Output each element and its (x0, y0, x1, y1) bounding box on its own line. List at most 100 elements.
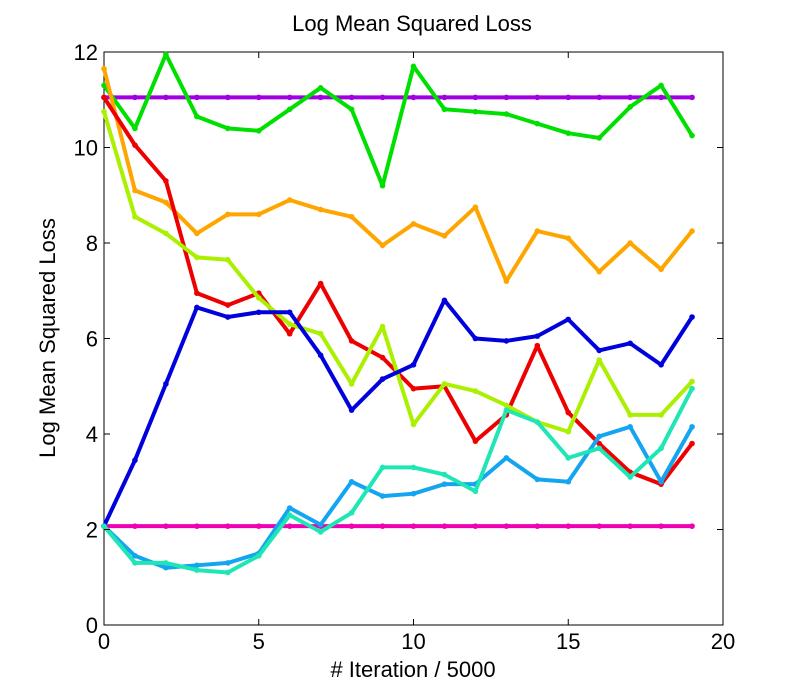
data-point-red (534, 342, 541, 349)
data-point-yellow-green (101, 108, 107, 115)
data-point-purple (379, 94, 386, 101)
data-point-green (658, 82, 664, 89)
data-point-orange (379, 242, 386, 249)
series-line-blue (102, 298, 695, 529)
data-point-red (317, 280, 324, 287)
data-point-yellow-green (689, 378, 695, 385)
data-point-aqua-green (503, 407, 510, 413)
series-magenta (101, 523, 695, 529)
data-point-purple (163, 94, 169, 101)
x-axis-title: # Iteration / 5000 (330, 657, 495, 682)
data-point-purple (194, 94, 200, 101)
data-point-red (348, 338, 355, 344)
data-point-green (225, 125, 231, 132)
data-point-magenta (565, 523, 572, 529)
y-tick-label: 6 (86, 327, 98, 352)
data-point-orange (472, 204, 479, 210)
data-point-aqua-green (410, 464, 417, 471)
data-point-yellow-green (132, 213, 138, 220)
data-point-red (596, 440, 602, 447)
data-point-orange (255, 211, 262, 218)
series-orange (101, 65, 695, 285)
data-point-blue (565, 316, 572, 323)
data-point-purple (596, 94, 602, 101)
data-point-sky-blue (534, 476, 541, 483)
data-point-magenta (194, 523, 200, 529)
data-point-sky-blue (348, 478, 355, 485)
data-point-green (379, 182, 386, 189)
data-point-sky-blue (225, 560, 231, 566)
data-point-red (101, 94, 107, 101)
data-point-purple (627, 94, 633, 101)
data-point-yellow-green (627, 412, 633, 418)
data-point-aqua-green (101, 523, 107, 529)
x-tick-label: 5 (253, 629, 265, 654)
data-point-blue (410, 361, 417, 368)
data-point-aqua-green (379, 464, 386, 471)
data-point-blue (194, 304, 200, 311)
data-point-orange (627, 240, 633, 246)
data-point-orange (410, 221, 417, 227)
data-point-blue (689, 314, 695, 320)
data-point-orange (286, 197, 293, 203)
data-point-green (132, 125, 138, 132)
data-point-red (286, 330, 293, 337)
data-point-green (255, 127, 262, 134)
data-point-yellow-green (225, 256, 231, 263)
data-point-yellow-green (163, 230, 169, 237)
y-tick-label: 10 (74, 136, 98, 161)
data-point-magenta (410, 523, 417, 529)
data-point-magenta (627, 523, 633, 529)
data-point-purple (255, 94, 262, 101)
data-point-orange (658, 266, 664, 273)
data-point-magenta (689, 523, 695, 529)
axes-layer: 0 5 10 15 20 0 2 4 6 8 10 12 (74, 40, 736, 654)
series-line-aqua-green (102, 386, 695, 575)
data-point-green (596, 135, 602, 141)
data-point-purple (286, 94, 293, 101)
data-point-sky-blue (317, 521, 324, 528)
data-point-orange (132, 187, 138, 194)
data-point-magenta (472, 523, 479, 529)
series-layer (101, 51, 695, 576)
data-point-magenta (348, 523, 355, 529)
data-point-magenta (441, 523, 448, 529)
data-point-green (317, 85, 324, 91)
data-point-orange (348, 213, 355, 220)
data-point-orange (441, 233, 448, 239)
series-line-yellow-green (102, 109, 695, 434)
data-point-aqua-green (441, 471, 448, 478)
data-point-sky-blue (194, 562, 200, 569)
data-point-red (565, 409, 572, 416)
data-point-purple (472, 94, 479, 101)
data-point-orange (225, 211, 231, 218)
data-point-purple (225, 94, 231, 101)
data-point-blue (225, 314, 231, 320)
data-point-sky-blue (410, 490, 417, 497)
data-point-green (627, 104, 633, 110)
data-point-aqua-green (163, 560, 169, 566)
data-point-aqua-green (225, 569, 231, 576)
data-point-yellow-green (194, 254, 200, 261)
data-point-sky-blue (689, 424, 695, 430)
data-point-aqua-green (286, 512, 293, 518)
data-point-purple (410, 94, 417, 101)
data-point-blue (658, 361, 664, 368)
data-point-purple (689, 94, 695, 101)
data-point-green (348, 106, 355, 113)
data-point-green (689, 132, 695, 139)
data-point-orange (596, 268, 602, 275)
data-point-red (410, 385, 417, 392)
data-point-aqua-green (534, 419, 541, 425)
data-point-green (286, 106, 293, 113)
data-point-yellow-green (348, 381, 355, 387)
data-point-orange (194, 230, 200, 237)
data-point-sky-blue (596, 433, 602, 440)
data-point-blue (534, 333, 541, 339)
data-point-yellow-green (286, 321, 293, 327)
data-point-sky-blue (503, 455, 510, 461)
data-point-orange (163, 199, 169, 206)
data-point-red (472, 438, 479, 444)
data-point-purple (534, 94, 541, 101)
